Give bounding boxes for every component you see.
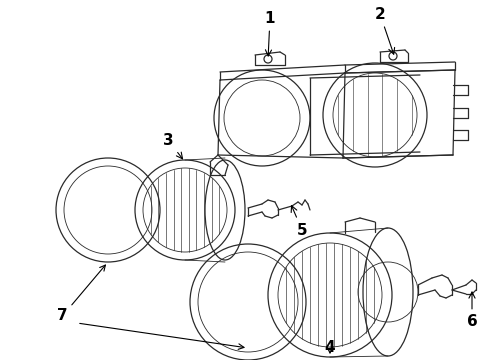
- Text: 5: 5: [291, 206, 307, 238]
- Text: 6: 6: [466, 292, 477, 329]
- Text: 3: 3: [163, 132, 183, 159]
- Text: 7: 7: [57, 307, 67, 323]
- Text: 2: 2: [375, 6, 394, 54]
- Text: 4: 4: [325, 341, 335, 356]
- Text: 1: 1: [265, 10, 275, 56]
